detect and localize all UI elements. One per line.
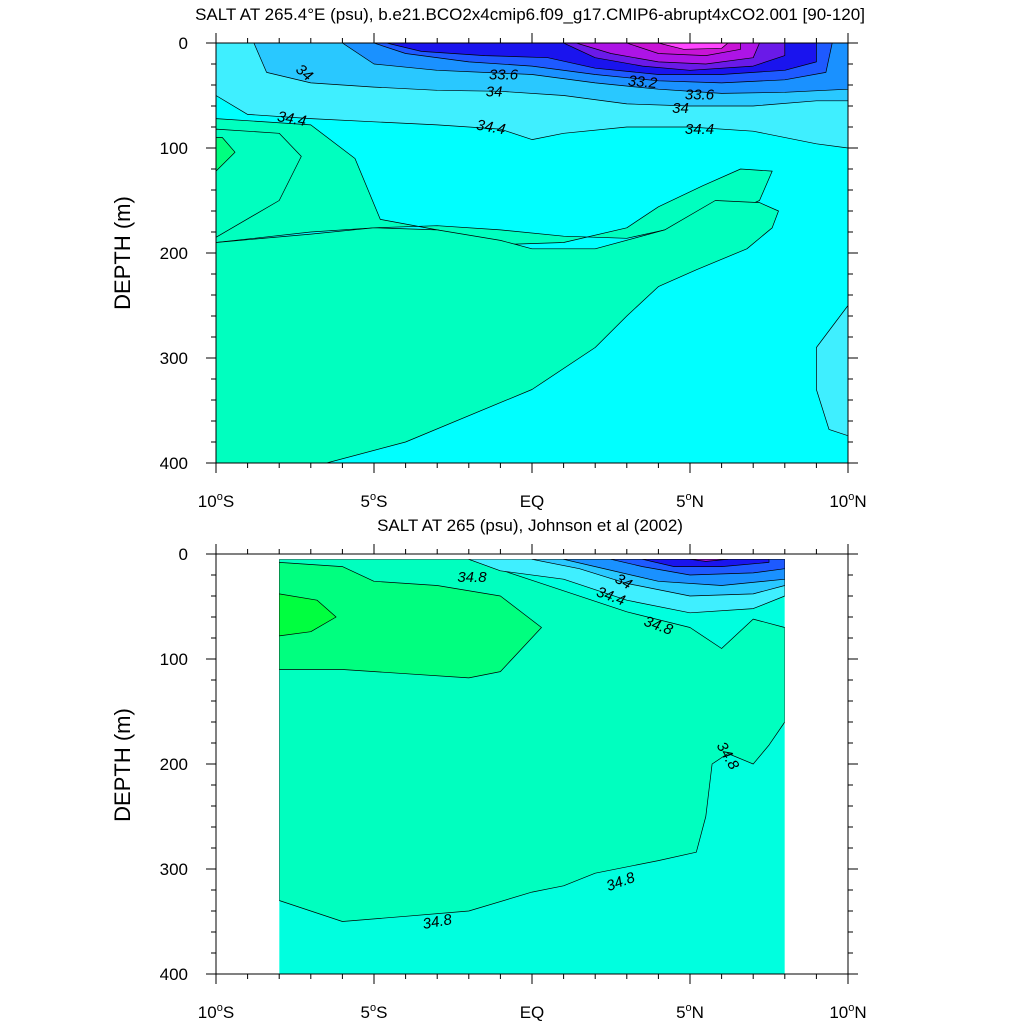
contour-region [216, 118, 773, 245]
contour-label: 34 [672, 100, 689, 117]
panel-title: SALT AT 265 (psu), Johnson et al (2002) [377, 516, 683, 535]
contour-label: 34.4 [475, 117, 507, 139]
x-tick-label: EQ [520, 1003, 545, 1022]
x-tick-label: 10oS [198, 1002, 234, 1022]
y-tick-label: 100 [160, 650, 188, 669]
contour-label: 34.4 [276, 108, 308, 130]
y-tick-label: 400 [160, 454, 188, 473]
y-tick-label: 400 [160, 965, 188, 984]
x-tick-label: 5oN [676, 491, 704, 511]
axes: 10oS 5oS EQ 5oN 10oN 0 100 200 300 400 [160, 544, 867, 1022]
contour-label: 34 [486, 83, 503, 100]
contour-region [279, 593, 337, 637]
contour-region [658, 43, 729, 50]
y-tick-label: 200 [160, 244, 188, 263]
x-tick-label: 5oS [361, 1002, 388, 1022]
panel-title: SALT AT 265.4°E (psu), b.e21.BCO2x4cmip6… [195, 5, 865, 24]
x-tick-label: 5oN [676, 1002, 704, 1022]
contour-region [689, 559, 729, 562]
y-tick-label: 100 [160, 139, 188, 158]
contour-label: 33.6 [685, 86, 715, 103]
y-tick-label: 200 [160, 755, 188, 774]
contour-label: 34 [612, 570, 635, 593]
contour-region [279, 562, 542, 679]
contour-region [216, 128, 302, 238]
contour-label: 33.6 [489, 67, 519, 84]
x-tick-label: 5oS [361, 491, 388, 511]
x-tick-label: 10oN [829, 491, 866, 511]
contour-region [816, 305, 848, 437]
x-tick-label: 10oS [198, 491, 234, 511]
contour-label: 33.2 [627, 73, 658, 93]
y-axis-label: DEPTH (m) [110, 708, 135, 822]
y-tick-label: 0 [179, 34, 188, 53]
x-tick-label: EQ [520, 492, 545, 511]
contour-region [642, 559, 770, 567]
contour-label: 34.8 [457, 569, 487, 586]
axes: 10oS 5oS EQ 5oN 10oN 0 100 200 300 400 [160, 33, 867, 511]
contour-label: 34.8 [421, 911, 453, 933]
contour-region [216, 137, 236, 172]
panel-observations: SALT AT 265 (psu), Johnson et al (2002) … [110, 516, 867, 1022]
contour-region [216, 200, 779, 463]
y-tick-label: 300 [160, 349, 188, 368]
panel-model: SALT AT 265.4°E (psu), b.e21.BCO2x4cmip6… [110, 5, 867, 511]
contour-label: 34.4 [685, 121, 714, 138]
y-tick-label: 0 [179, 545, 188, 564]
y-tick-label: 300 [160, 860, 188, 879]
y-axis-label: DEPTH (m) [110, 196, 135, 310]
x-tick-label: 10oN [829, 1002, 866, 1022]
